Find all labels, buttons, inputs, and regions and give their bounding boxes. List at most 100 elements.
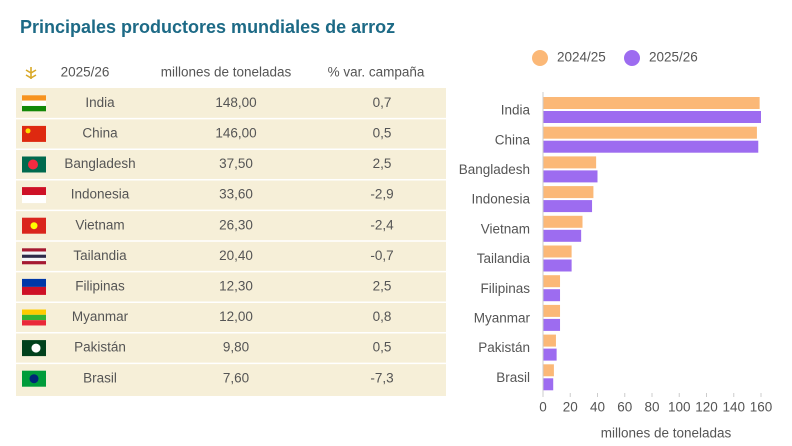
x-tick-label: 60 <box>617 400 632 415</box>
table-header: millones de toneladas <box>161 65 292 80</box>
x-tick-label: 120 <box>695 400 718 415</box>
table-cell: 148,00 <box>215 95 256 110</box>
y-tick-label: Filipinas <box>480 281 530 296</box>
table-cell: 7,60 <box>223 370 249 385</box>
bar <box>543 200 593 213</box>
legend-swatch <box>532 50 548 66</box>
bar <box>543 97 760 109</box>
table-cell: Filipinas <box>75 278 125 293</box>
bar <box>543 334 556 347</box>
bar <box>543 156 597 169</box>
table-cell: -2,4 <box>370 217 394 232</box>
table-cell: 26,30 <box>219 217 253 232</box>
table-cell: China <box>82 125 118 140</box>
y-tick-label: Tailandia <box>477 251 531 266</box>
bar <box>543 259 572 272</box>
bar <box>543 289 561 302</box>
flag <box>22 105 46 112</box>
flag <box>22 320 46 326</box>
x-tick-label: 40 <box>590 400 605 415</box>
flag <box>22 314 46 321</box>
x-axis-title: millones de toneladas <box>601 426 732 441</box>
legend-swatch <box>624 50 640 66</box>
title: Principales productores mundiales de arr… <box>20 17 395 37</box>
table-cell: India <box>85 95 115 110</box>
bar <box>543 111 761 123</box>
table-cell: Tailandia <box>73 248 127 263</box>
flag <box>22 95 46 101</box>
table-background <box>16 88 446 396</box>
y-tick-label: Vietnam <box>481 221 530 236</box>
flag <box>22 257 46 262</box>
table-cell: 37,50 <box>219 156 253 171</box>
flag <box>30 222 38 230</box>
table-cell: 33,60 <box>219 187 253 202</box>
y-tick-label: China <box>495 132 531 147</box>
bar <box>543 245 572 258</box>
x-tick-label: 100 <box>668 400 691 415</box>
bar <box>543 126 757 139</box>
table-cell: 2,5 <box>373 278 392 293</box>
x-tick-label: 140 <box>722 400 745 415</box>
flag <box>28 159 38 170</box>
table-cell: -2,9 <box>370 187 393 202</box>
x-tick-label: 80 <box>644 400 659 415</box>
flag <box>22 248 46 252</box>
table-cell: 0,5 <box>373 340 392 355</box>
table-cell: 20,40 <box>219 248 253 263</box>
bar <box>543 318 561 331</box>
y-tick-label: Brasil <box>496 370 530 385</box>
y-tick-label: India <box>501 103 531 118</box>
rice-icon <box>25 67 37 79</box>
table-cell: 0,5 <box>373 125 392 140</box>
flag <box>22 278 46 287</box>
x-tick-label: 0 <box>539 400 547 415</box>
bar <box>543 364 554 377</box>
bar <box>543 348 557 361</box>
y-tick-label: Myanmar <box>474 310 531 325</box>
y-tick-label: Pakistán <box>478 340 530 355</box>
legend-label: 2025/26 <box>649 50 698 65</box>
table-cell: 12,00 <box>219 309 253 324</box>
table-cell: 2,5 <box>373 156 392 171</box>
table-cell: 9,80 <box>223 340 249 355</box>
y-tick-label: Indonesia <box>471 192 530 207</box>
table-cell: Indonesia <box>71 187 130 202</box>
bar <box>543 378 554 391</box>
table-cell: Bangladesh <box>64 156 135 171</box>
table-cell: Myanmar <box>72 309 129 324</box>
x-tick-label: 20 <box>563 400 578 415</box>
flag <box>22 125 46 142</box>
bar <box>543 215 583 228</box>
x-tick-label: 160 <box>750 400 773 415</box>
flag <box>31 343 41 353</box>
table-cell: Brasil <box>83 370 117 385</box>
flag <box>29 374 39 384</box>
table-cell: 12,30 <box>219 278 253 293</box>
flag <box>22 309 46 315</box>
flag <box>22 251 46 255</box>
flag <box>22 187 46 196</box>
y-tick-label: Bangladesh <box>459 162 530 177</box>
bar <box>543 275 561 288</box>
table-header: 2025/26 <box>61 65 110 80</box>
flag <box>22 100 46 106</box>
bar <box>543 229 582 242</box>
legend-label: 2024/25 <box>557 50 606 65</box>
table-cell: 0,7 <box>373 95 392 110</box>
bar <box>543 304 561 317</box>
flag <box>22 286 46 295</box>
table-cell: Pakistán <box>74 340 126 355</box>
table-cell: Vietnam <box>75 217 124 232</box>
flag <box>22 195 46 204</box>
table-cell: -0,7 <box>370 248 393 263</box>
table-cell: 0,8 <box>373 309 392 324</box>
bar <box>543 140 759 153</box>
flag <box>22 261 46 265</box>
table-header: % var. campaña <box>328 65 425 80</box>
flag <box>25 128 31 134</box>
flag <box>22 254 46 258</box>
table-cell: -7,3 <box>370 370 393 385</box>
table-cell: 146,00 <box>215 125 256 140</box>
